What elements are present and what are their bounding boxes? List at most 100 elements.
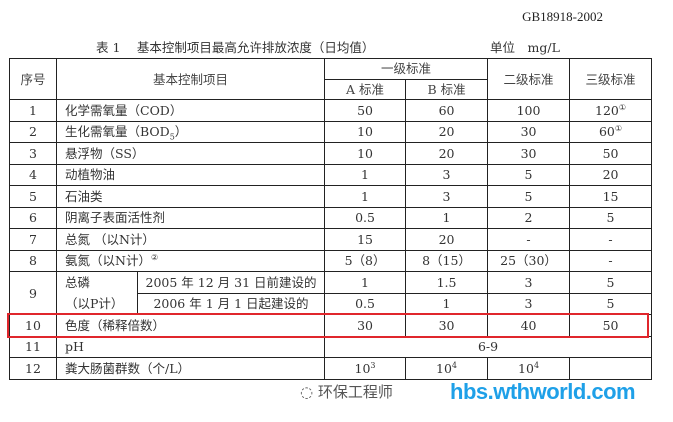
cell-g2: 5 — [487, 185, 571, 208]
cell-g3 — [569, 357, 653, 380]
cell-g2: 3 — [487, 271, 571, 294]
cell-a: 1 — [324, 163, 407, 186]
header-grade2: 二级标准 — [487, 58, 571, 100]
row-no: 5 — [9, 185, 57, 208]
table-row: 3 悬浮物（SS） 10 20 30 50 — [9, 142, 653, 165]
cell-b: 1 — [405, 292, 489, 315]
cell-g3: 15 — [569, 185, 653, 208]
cell-g3: 50 — [569, 142, 653, 165]
row-item: 化学需氧量（COD） — [55, 99, 326, 122]
row-subitem: 2005 年 12 月 31 日前建设的 — [136, 271, 326, 294]
row-item: 生化需氧量（BOD5） — [55, 120, 326, 143]
table-row: 2 生化需氧量（BOD5） 10 20 30 60① — [9, 120, 653, 143]
cell-g3: 20 — [569, 163, 653, 186]
cell-b: 1.5 — [405, 271, 489, 294]
wechat-icon: ◌ — [300, 382, 318, 401]
header-no: 序号 — [9, 58, 57, 100]
cell-a: 1 — [324, 271, 407, 294]
row-no: 6 — [9, 206, 57, 229]
cell-a: 1 — [324, 185, 407, 208]
row-item: 动植物油 — [55, 163, 326, 186]
cell-g2: 5 — [487, 163, 571, 186]
table-caption: 表 1 基本控制项目最高允许排放浓度（日均值） — [96, 40, 375, 55]
row-no: 2 — [9, 120, 57, 143]
cell-g2: 100 — [487, 99, 571, 122]
cell-g3: 5 — [569, 271, 653, 294]
row-item: 粪大肠菌群数（个/L） — [55, 357, 326, 380]
cell-a: 50 — [324, 99, 407, 122]
header-a: A 标准 — [324, 78, 407, 100]
cell-g3: 5 — [569, 206, 653, 229]
cell-b: 104 — [405, 357, 489, 380]
table-row: 12 粪大肠菌群数（个/L） 103 104 104 — [9, 357, 653, 380]
unit-label: 单位 mg/L — [490, 40, 560, 55]
cell-b: 8（15） — [405, 249, 489, 272]
cell-g3: 120① — [569, 99, 653, 122]
table-row-highlighted: 10 色度（稀释倍数） 30 30 40 50 — [9, 314, 653, 337]
row-item: 石油类 — [55, 185, 326, 208]
cell-a: 10 — [324, 142, 407, 165]
row-no: 1 — [9, 99, 57, 122]
table-row: （以P计） 2006 年 1 月 1 日起建设的 0.5 1 3 5 — [10, 292, 653, 315]
header-grade3: 三级标准 — [569, 58, 653, 100]
cell-g2: 30 — [487, 120, 571, 143]
cell-all: 6-9 — [324, 335, 653, 358]
row-item: 悬浮物（SS） — [55, 142, 326, 165]
cell-g2: 3 — [487, 292, 571, 315]
header-b: B 标准 — [405, 78, 489, 100]
row-item: 阴离子表面活性剂 — [55, 206, 326, 229]
cell-g3: 5 — [569, 292, 653, 315]
cell-a: 103 — [324, 357, 407, 380]
cell-a: 0.5 — [324, 292, 407, 315]
row-item: 总氮 （以N计） — [55, 228, 326, 251]
table-row: 8 氨氮（以N计）② 5（8） 8（15） 25（30） - — [9, 249, 653, 272]
cell-g3: - — [569, 249, 653, 272]
cell-b: 20 — [405, 228, 489, 251]
row-no: 11 — [9, 335, 57, 358]
row-item: 总磷 — [56, 271, 138, 293]
standard-number: GB18918-2002 — [522, 9, 603, 24]
row-no: 4 — [9, 163, 57, 186]
row-no: 9 — [9, 271, 57, 315]
cell-b: 3 — [405, 185, 489, 208]
row-no: 7 — [9, 228, 57, 251]
row-item-unit: （以P计） — [56, 293, 138, 315]
watermark-account: ◌ 环保工程师 — [300, 382, 393, 401]
cell-b: 60 — [405, 99, 489, 122]
cell-g2: 25（30） — [487, 249, 571, 272]
cell-b: 3 — [405, 163, 489, 186]
cell-g3: - — [569, 228, 653, 251]
table-row: 6 阴离子表面活性剂 0.5 1 2 5 — [9, 206, 653, 229]
cell-b: 20 — [405, 142, 489, 165]
highlight-box — [7, 312, 649, 338]
cell-a: 30 — [324, 314, 407, 337]
standards-table: 序号 基本控制项目 一级标准 二级标准 三级标准 A 标准 B 标准 1 化学需氧量… — [9, 58, 653, 380]
table-row: 7 总氮 （以N计） 15 20- - — [9, 228, 653, 251]
cell-g2: - — [487, 228, 571, 251]
row-item: pH — [55, 335, 326, 358]
cell-g2: 30 — [487, 142, 571, 165]
cell-g3: 60① — [569, 120, 653, 143]
cell-b: 20 — [405, 120, 489, 143]
cell-a: 15 — [324, 228, 407, 251]
cell-b: 1 — [405, 206, 489, 229]
cell-b: 30 — [405, 314, 489, 337]
cell-a: 10 — [324, 120, 407, 143]
table-row: 5 石油类 1 3 5 15 — [9, 185, 653, 208]
row-no: 8 — [9, 249, 57, 272]
table-row: 1 化学需氧量（COD） 50 60 100 120① — [9, 99, 653, 122]
cell-a: 0.5 — [324, 206, 407, 229]
header-item: 基本控制项目 — [55, 58, 326, 100]
watermark-site: hbs.wthworld.com — [450, 378, 636, 404]
row-subitem: 2006 年 1 月 1 日起建设的 — [136, 292, 326, 315]
row-no: 12 — [9, 357, 57, 380]
row-no: 3 — [9, 142, 57, 165]
cell-g2: 2 — [487, 206, 571, 229]
header-row: 序号 基本控制项目 一级标准 二级标准 三级标准 — [9, 58, 653, 100]
row-item: 氨氮（以N计）② — [55, 249, 326, 272]
table-row: 11 pH 6-9 — [9, 335, 653, 358]
cell-a: 5（8） — [324, 249, 407, 272]
cell-g2: 104 — [487, 357, 571, 380]
table-row: 9 总磷 2005 年 12 月 31 日前建设的 1 1.5 3 5 — [9, 271, 653, 315]
table-row: 4 动植物油 1 3 5 20 — [9, 163, 653, 186]
